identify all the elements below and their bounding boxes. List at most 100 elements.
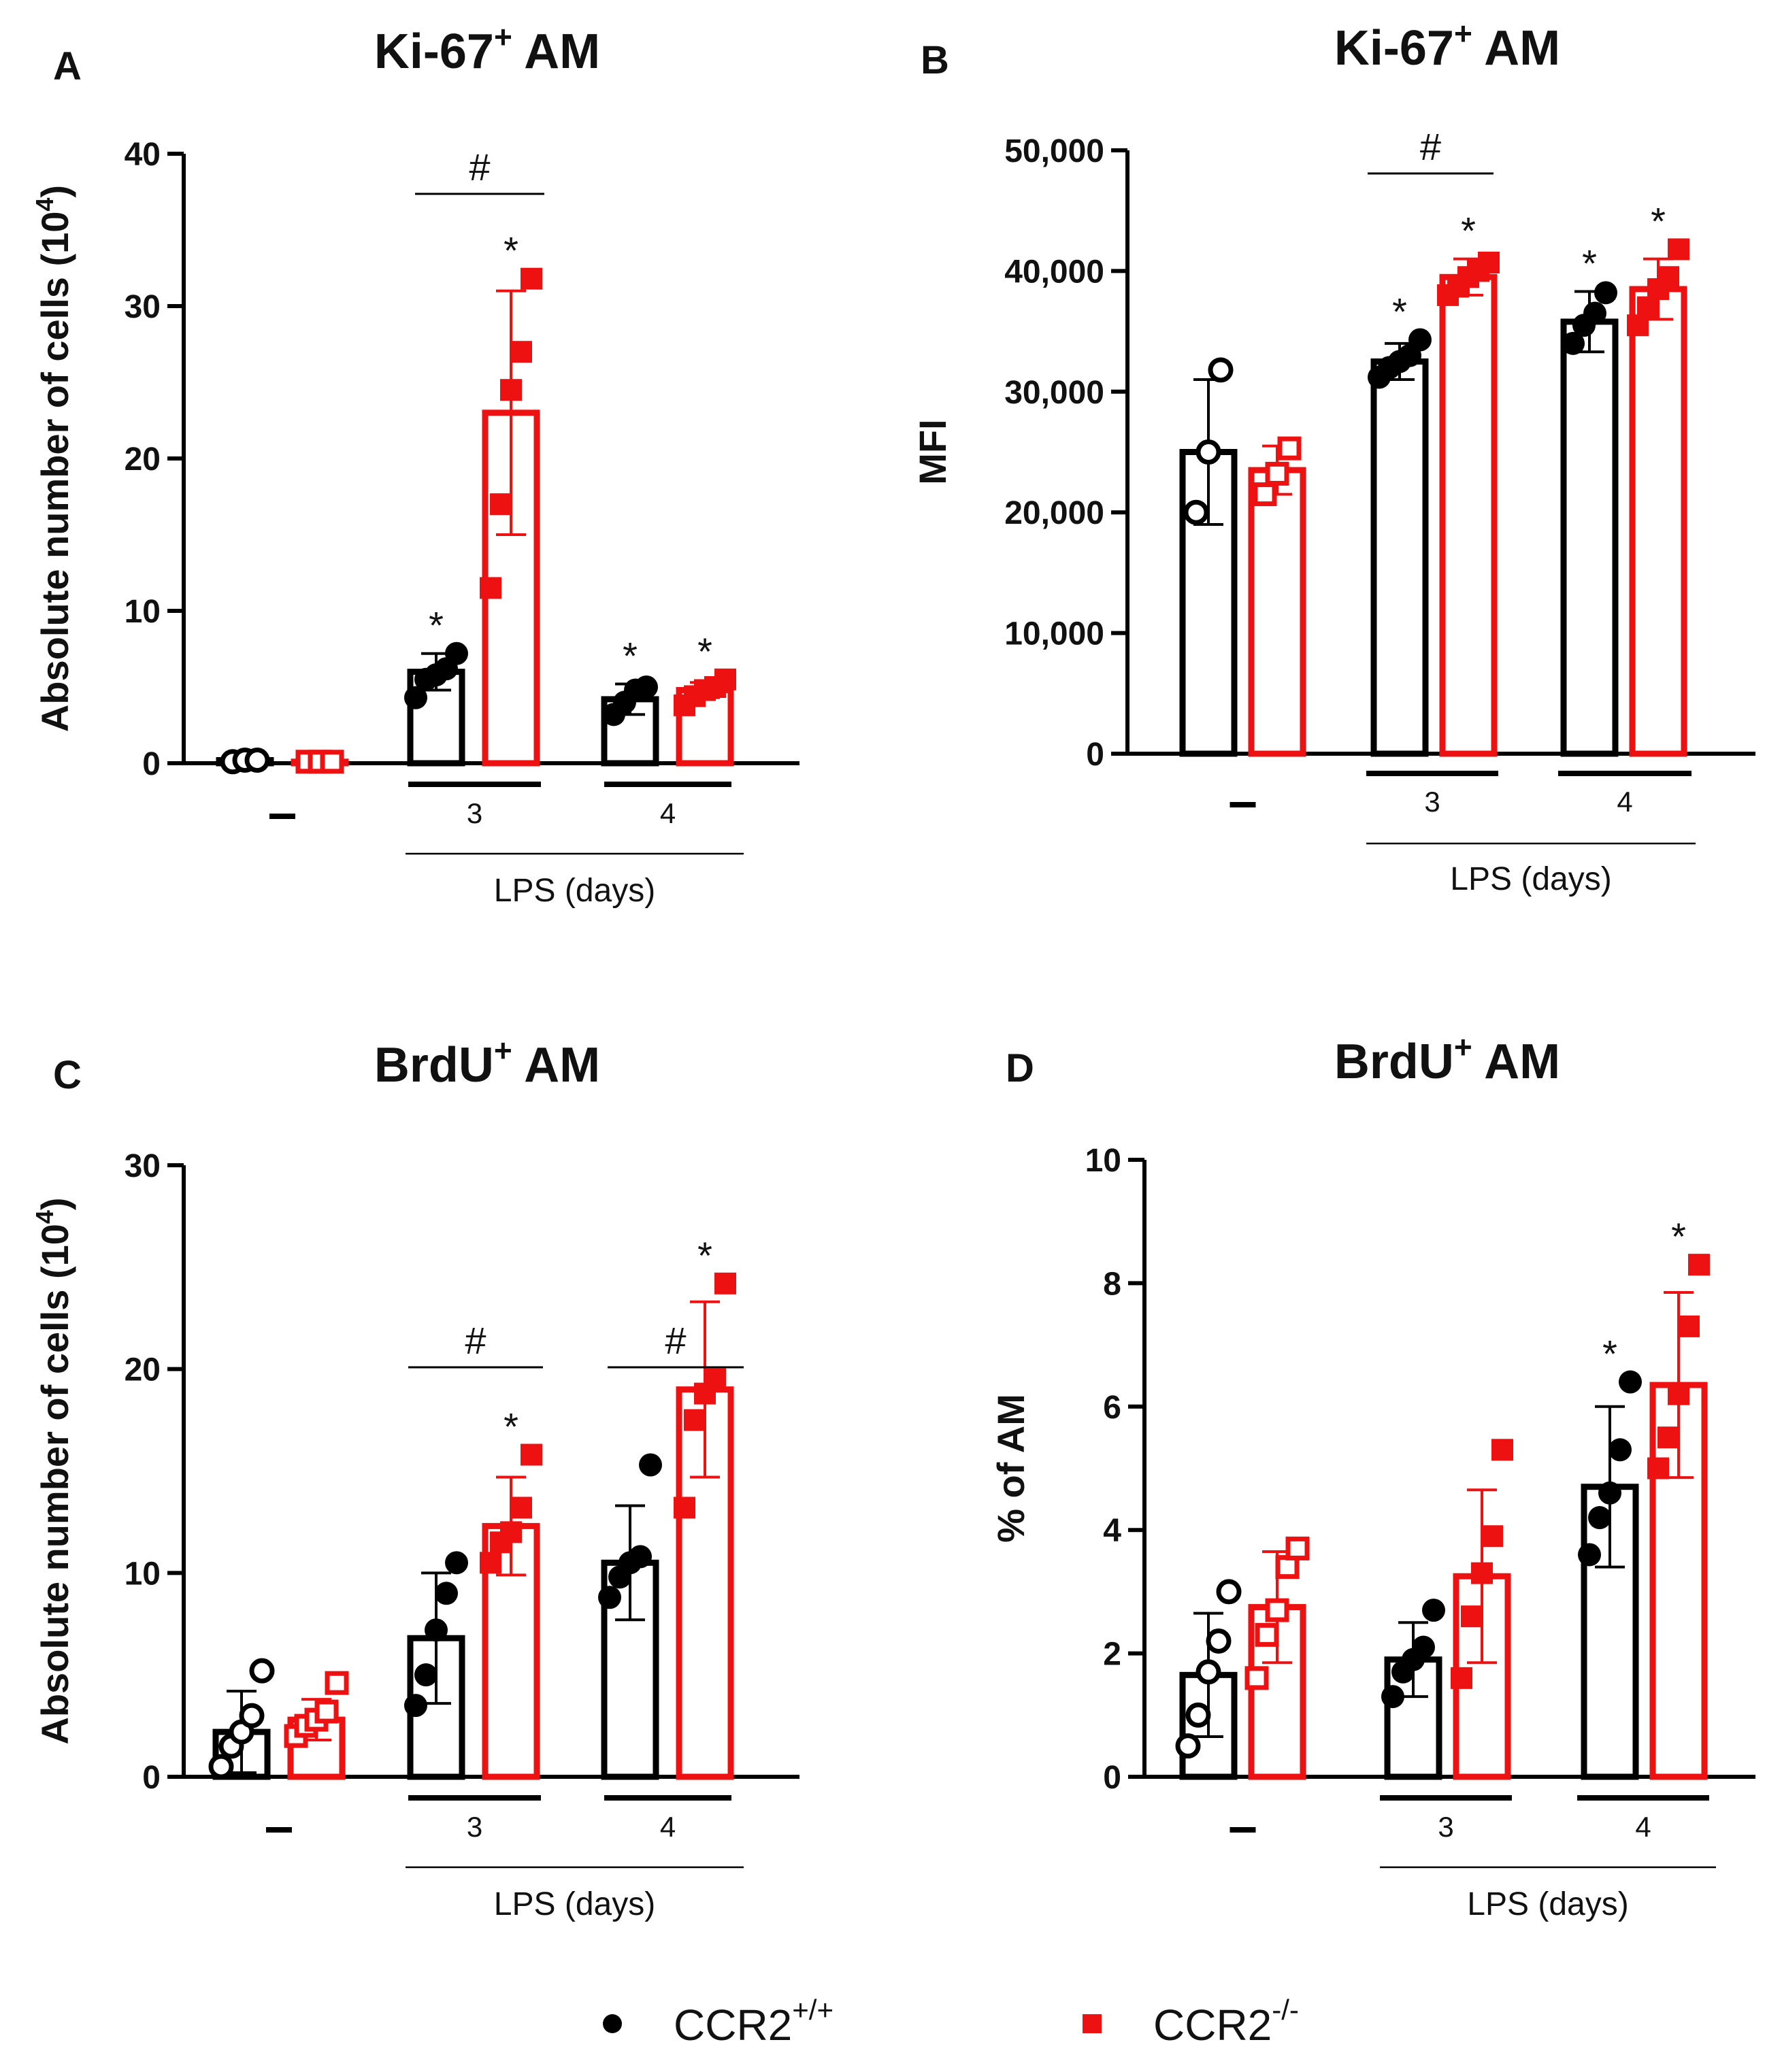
y-tick-label: 30 xyxy=(125,289,161,325)
x-category-label: – xyxy=(271,1811,287,1843)
data-point xyxy=(629,1545,652,1569)
significance-star: * xyxy=(1582,242,1597,285)
data-point xyxy=(1471,1562,1493,1584)
panel-B: B Ki-67+ AM 0 10,000 20,000 30,000 40,000 50,00… xyxy=(911,16,1755,897)
significance-star: * xyxy=(697,1234,712,1277)
title-superscript: + xyxy=(494,1033,512,1068)
y-tick-label: 20 xyxy=(125,1352,161,1388)
data-point xyxy=(325,1671,349,1695)
data-point xyxy=(208,1754,234,1779)
legend-label: CCR2+/+ xyxy=(674,1994,834,2050)
data-point xyxy=(1481,1525,1503,1548)
data-point xyxy=(1668,1383,1689,1405)
data-point xyxy=(521,1443,542,1466)
y-axis-title: Absolute number of cells (104) xyxy=(31,185,76,732)
title-text: BrdU xyxy=(374,1038,494,1092)
x-axis-title: LPS (days) xyxy=(494,1886,655,1922)
x-category-dash xyxy=(1230,1827,1256,1833)
data-point xyxy=(521,267,542,290)
panel-letter: A xyxy=(53,44,82,88)
y-tick-label: 30,000 xyxy=(1004,375,1104,411)
data-point xyxy=(1195,439,1221,465)
panel-letter: C xyxy=(53,1053,82,1097)
data-point xyxy=(1668,238,1689,261)
y-tick-label: 0 xyxy=(1103,1760,1121,1796)
panel-C: C BrdU+ AM 0 10 20 30 Absolute number of cells… xyxy=(31,1033,799,1922)
chart-title: BrdU+ AM xyxy=(1334,1029,1560,1089)
chart-title: Ki-67+ AM xyxy=(1334,16,1560,76)
data-point xyxy=(510,1497,532,1519)
data-point xyxy=(480,577,501,599)
panel-letter: D xyxy=(1006,1046,1034,1090)
x-category-label: 4 xyxy=(1617,786,1632,818)
x-category-label: 3 xyxy=(467,797,482,829)
y-tick-label: 20,000 xyxy=(1004,495,1104,531)
y-axis-title-text: % of AM xyxy=(989,1394,1032,1543)
data-point xyxy=(445,641,468,665)
legend-marker-square xyxy=(1083,2014,1102,2033)
x-axis-title: LPS (days) xyxy=(1450,861,1611,897)
x-category-dash xyxy=(269,814,295,819)
data-point xyxy=(1183,499,1209,525)
data-point xyxy=(239,1703,265,1728)
legend: CCR2+/+ CCR2-/- xyxy=(603,1994,1299,2050)
data-point xyxy=(500,379,522,401)
title-superscript: + xyxy=(1454,1029,1472,1065)
data-point xyxy=(1255,1622,1279,1647)
data-point xyxy=(1206,1628,1232,1654)
data-point xyxy=(1594,281,1617,305)
data-point xyxy=(414,1663,438,1687)
data-point xyxy=(490,493,512,516)
title-text: Ki-67 xyxy=(1334,21,1454,76)
data-point xyxy=(1578,1543,1601,1567)
x-axis-title: LPS (days) xyxy=(1467,1886,1628,1922)
data-point xyxy=(1608,1438,1632,1462)
y-axis-title-suffix: ) xyxy=(33,185,76,198)
y-axis-title-suffix: ) xyxy=(33,1197,76,1210)
x-category-label: 4 xyxy=(660,1811,676,1843)
data-point xyxy=(244,748,270,773)
x-axis-title: LPS (days) xyxy=(494,873,655,909)
data-point xyxy=(1277,436,1302,461)
hash-label: # xyxy=(465,1319,486,1362)
bar xyxy=(1370,358,1429,757)
data-point xyxy=(1562,331,1585,355)
hash-label: # xyxy=(665,1319,686,1362)
y-tick-label: 4 xyxy=(1103,1513,1121,1549)
data-point xyxy=(510,341,532,363)
y-tick-label: 10 xyxy=(125,1556,161,1592)
x-category-dash xyxy=(266,1827,292,1833)
data-point xyxy=(1412,1635,1435,1659)
data-point xyxy=(249,1658,275,1684)
data-point xyxy=(1583,301,1606,325)
data-point xyxy=(1265,461,1289,486)
y-axis-title-text: Absolute number of cells (10 xyxy=(33,212,76,733)
y-tick-label: 50,000 xyxy=(1004,133,1104,169)
legend-label-superscript: -/- xyxy=(1272,1994,1299,2026)
data-point xyxy=(1657,266,1679,288)
data-point xyxy=(1647,1457,1669,1480)
bar xyxy=(1248,467,1306,757)
x-category-dash xyxy=(1230,802,1256,807)
chart-title: BrdU+ AM xyxy=(374,1033,600,1092)
x-category-label: 3 xyxy=(1438,1811,1453,1843)
y-tick-label: 40 xyxy=(125,137,161,173)
chart-title: Ki-67+ AM xyxy=(374,19,600,79)
significance-star: * xyxy=(504,229,518,272)
significance-star: * xyxy=(1671,1215,1686,1258)
data-point xyxy=(1244,1666,1269,1690)
title-suffix: AM xyxy=(512,1038,600,1092)
data-point xyxy=(714,1272,736,1294)
y-tick-label: 10 xyxy=(125,594,161,630)
y-tick-label: 30 xyxy=(125,1148,161,1184)
x-category-label: – xyxy=(274,797,291,829)
x-category-label: 3 xyxy=(467,1811,482,1843)
data-point xyxy=(404,1694,427,1718)
significance-star: * xyxy=(1602,1333,1617,1375)
y-tick-label: 0 xyxy=(1086,737,1104,773)
data-point xyxy=(1265,1598,1289,1622)
y-axis-title-superscript: 4 xyxy=(31,1210,59,1224)
significance-star: * xyxy=(697,630,712,673)
data-point xyxy=(1285,1536,1310,1560)
